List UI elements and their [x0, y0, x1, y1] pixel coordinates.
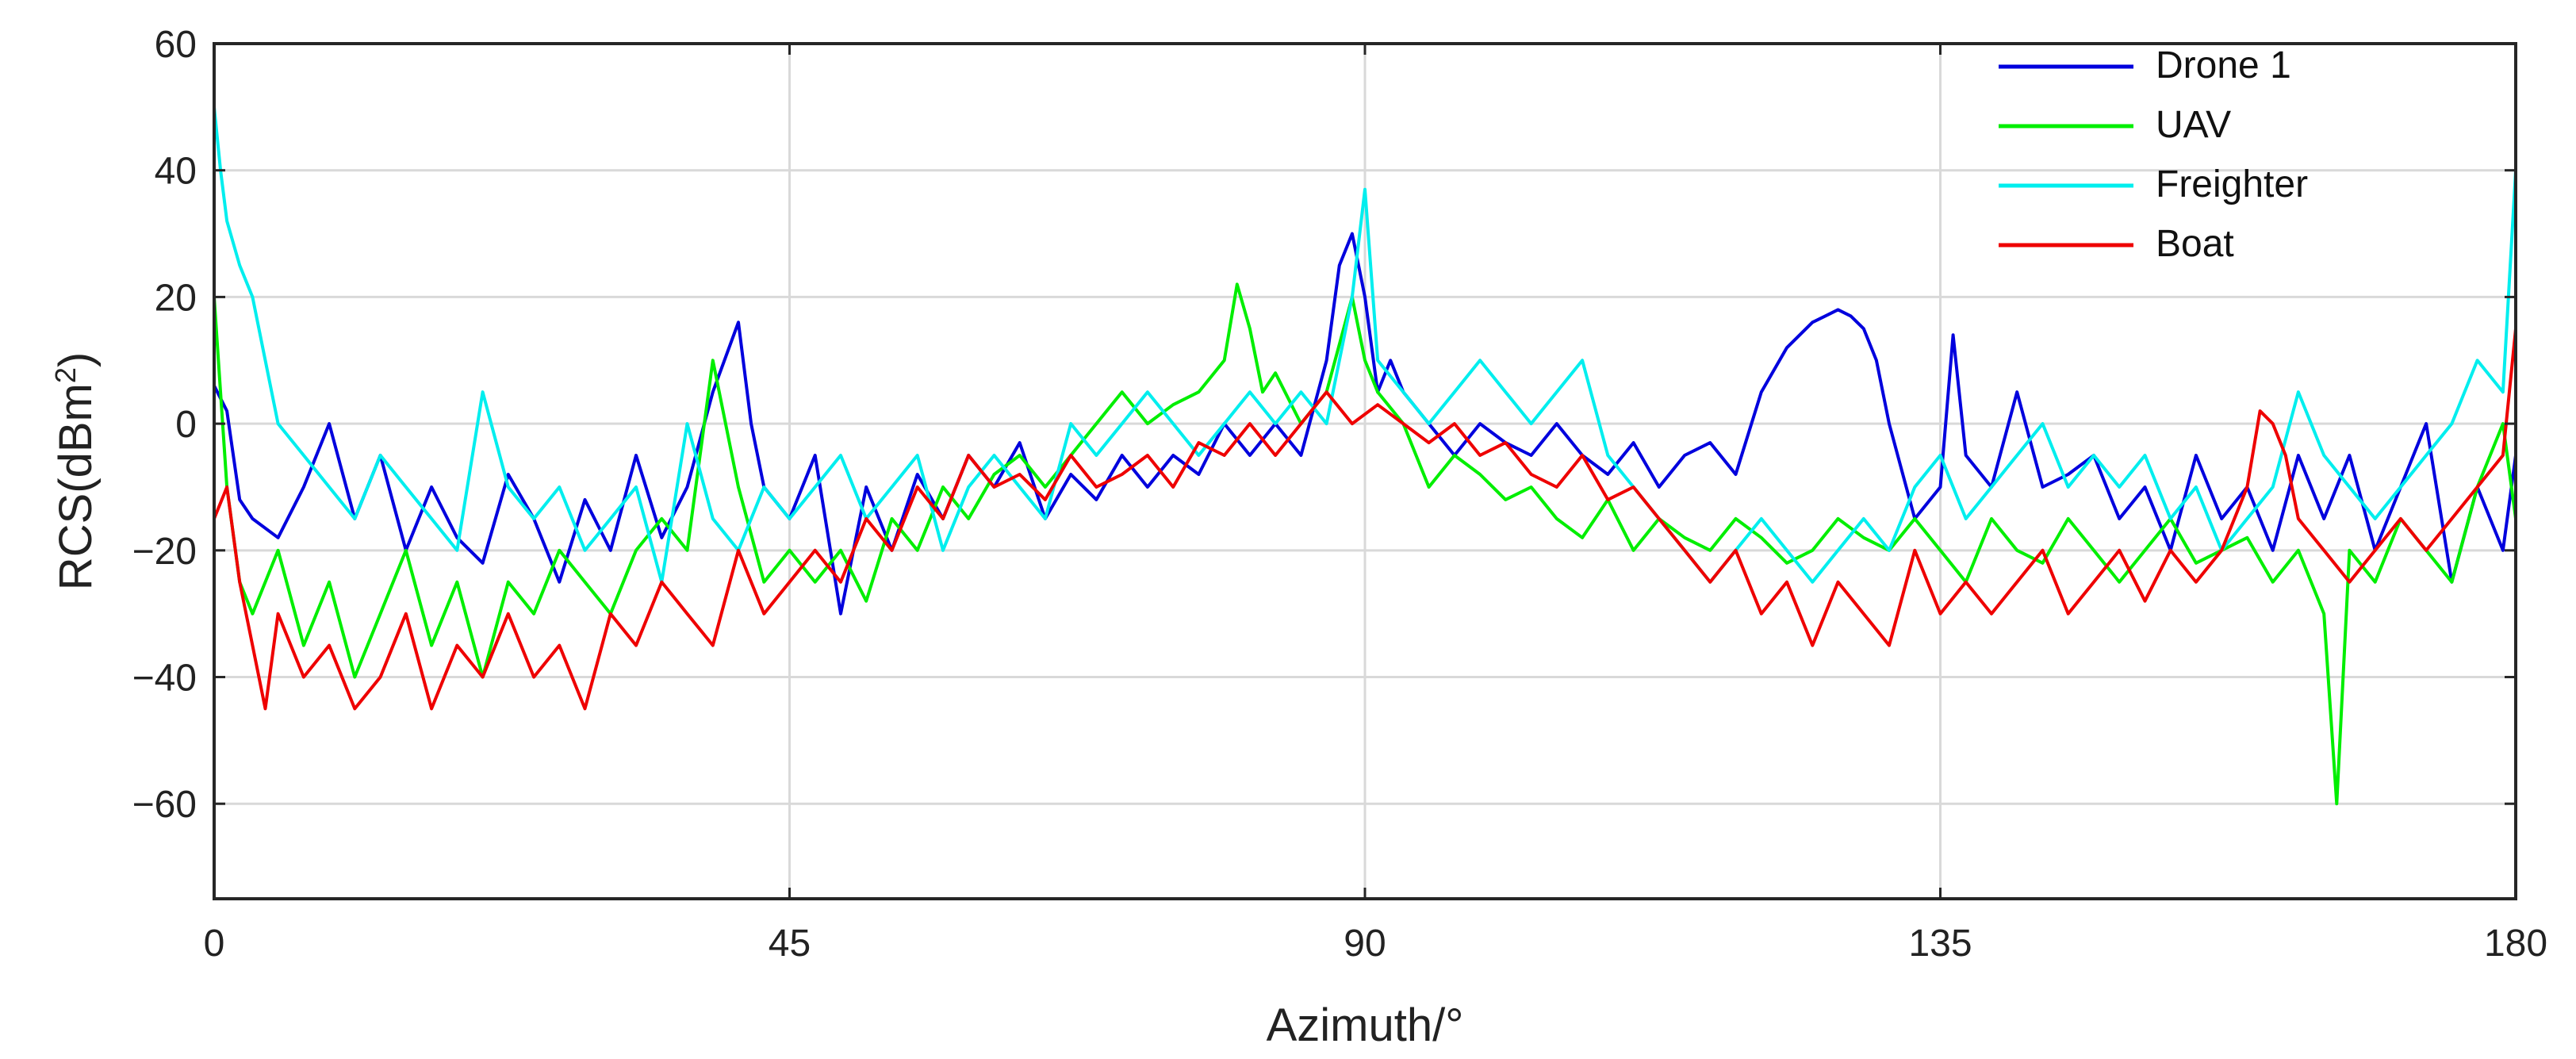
y-axis-label: RCS(dBm2) — [49, 352, 102, 590]
legend-label: Freighter — [2156, 163, 2308, 205]
y-tick-label: 40 — [155, 151, 197, 193]
y-axis-label-base: RCS(dBm — [50, 383, 102, 590]
legend-label: UAV — [2156, 104, 2231, 146]
x-axis-label: Azimuth/° — [1267, 1000, 1464, 1051]
y-axis-label-superscript: 2 — [49, 367, 82, 383]
y-tick-label: −60 — [132, 784, 197, 826]
y-tick-label: 0 — [175, 404, 197, 446]
x-tick-label: 0 — [204, 923, 225, 965]
y-tick-label: 60 — [155, 24, 197, 66]
x-tick-label: 90 — [1344, 923, 1386, 965]
x-tick-label: 180 — [2484, 923, 2547, 965]
series-line-freighter — [213, 105, 2517, 584]
x-tick-label: 45 — [769, 923, 811, 965]
series-line-boat — [213, 327, 2517, 711]
legend-label: Boat — [2156, 223, 2234, 265]
y-tick-label: −20 — [132, 531, 197, 573]
series-layer — [213, 105, 2517, 806]
grid-layer — [214, 44, 2516, 899]
legend-label: Drone 1 — [2156, 44, 2291, 86]
legend: Drone 1 UAV Freighter Boat — [1999, 44, 2308, 265]
tick-labels: 0 45 90 135 180 −60 −40 −20 0 20 40 60 — [132, 24, 2547, 965]
y-axis-label-close: ) — [50, 352, 102, 367]
x-tick-label: 135 — [1908, 923, 1972, 965]
y-tick-label: 20 — [155, 277, 197, 319]
y-tick-label: −40 — [132, 658, 197, 700]
